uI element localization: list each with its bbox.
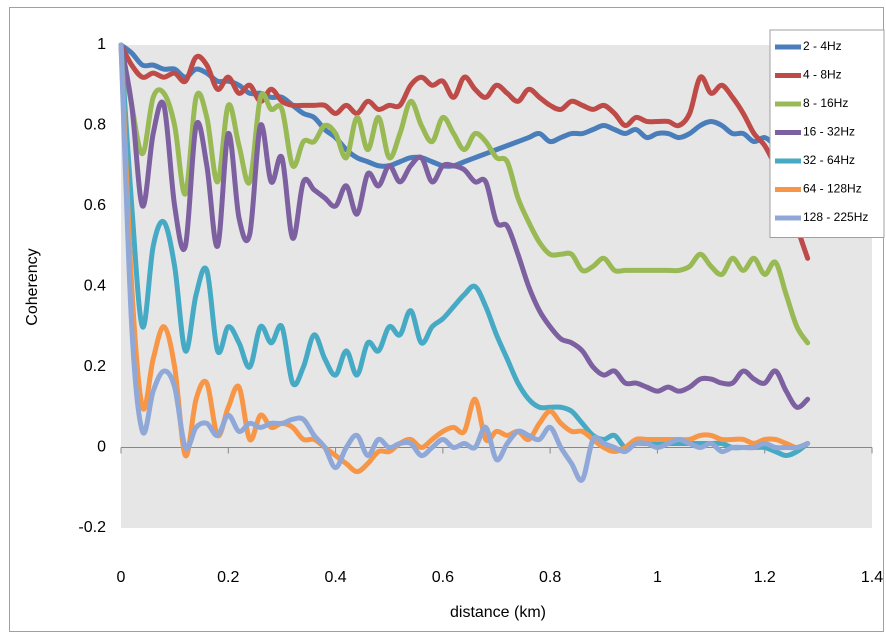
legend: 2 - 4Hz 4 - 8Hz 8 - 16Hz 16 - 32Hz 32 - 64Hz… <box>769 29 885 238</box>
x-tick-label: 1.2 <box>754 569 776 586</box>
y-axis-label: Coherency <box>24 248 41 325</box>
series-line <box>118 42 811 410</box>
legend-label: 16 - 32Hz <box>803 125 855 139</box>
legend-label: 2 - 4Hz <box>803 39 842 53</box>
x-tick-label: 0.8 <box>539 569 561 586</box>
lines <box>118 42 811 483</box>
ticks: -0.2 0 0.2 0.4 0.6 0.8 1 0 0.2 0.4 0.6 0.8 1 1.2 1.4 <box>78 36 883 586</box>
y-tick-label: 0.2 <box>84 358 106 375</box>
y-tick-label: 0.8 <box>84 117 106 134</box>
series-line <box>118 42 811 346</box>
legend-label: 64 - 128Hz <box>803 182 862 196</box>
y-tick-label: 1 <box>97 36 106 53</box>
x-axis-label: distance (km) <box>450 604 546 621</box>
x-tick-label: 1.4 <box>861 569 883 586</box>
legend-label: 128 - 225Hz <box>803 210 868 224</box>
y-tick-label: 0.6 <box>84 197 106 214</box>
x-tick-label: 1 <box>653 569 662 586</box>
legend-label: 4 - 8Hz <box>803 68 842 82</box>
x-tick-label: 0.6 <box>432 569 454 586</box>
series-line <box>118 42 811 261</box>
series-line <box>118 42 811 169</box>
legend-label: 8 - 16Hz <box>803 96 848 110</box>
series-line <box>118 42 811 483</box>
legend-label: 32 - 64Hz <box>803 153 855 167</box>
x-tick-label: 0.2 <box>217 569 239 586</box>
x-tick-label: 0 <box>117 569 126 586</box>
y-tick-label: 0.4 <box>84 278 106 295</box>
y-tick-label: 0 <box>97 439 106 456</box>
x-tick-label: 0.4 <box>324 569 346 586</box>
y-tick-label: -0.2 <box>78 519 106 536</box>
